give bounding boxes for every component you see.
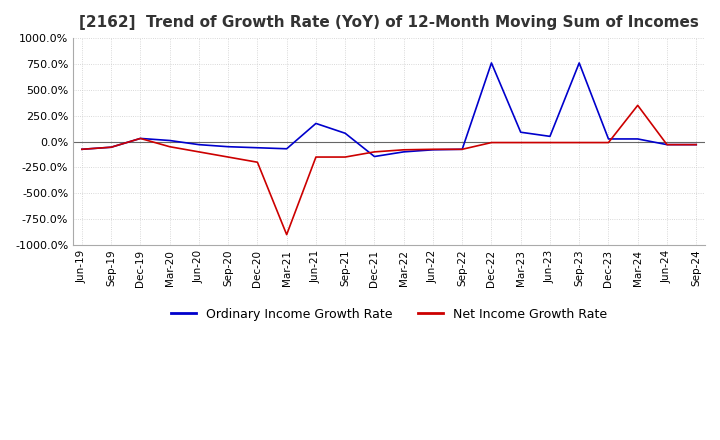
Net Income Growth Rate xyxy=(487,140,496,145)
Ordinary Income Growth Rate xyxy=(78,147,86,152)
Ordinary Income Growth Rate xyxy=(458,147,467,152)
Net Income Growth Rate xyxy=(194,149,203,154)
Ordinary Income Growth Rate xyxy=(136,136,145,141)
Line: Net Income Growth Rate: Net Income Growth Rate xyxy=(82,105,696,235)
Net Income Growth Rate xyxy=(282,232,291,237)
Ordinary Income Growth Rate xyxy=(253,145,262,150)
Ordinary Income Growth Rate xyxy=(662,142,671,147)
Net Income Growth Rate xyxy=(400,147,408,152)
Ordinary Income Growth Rate xyxy=(692,142,701,147)
Ordinary Income Growth Rate xyxy=(428,147,437,152)
Net Income Growth Rate xyxy=(253,160,262,165)
Ordinary Income Growth Rate xyxy=(370,154,379,159)
Net Income Growth Rate xyxy=(428,147,437,152)
Net Income Growth Rate xyxy=(662,142,671,147)
Net Income Growth Rate xyxy=(604,140,613,145)
Ordinary Income Growth Rate xyxy=(107,145,115,150)
Ordinary Income Growth Rate xyxy=(194,142,203,147)
Ordinary Income Growth Rate xyxy=(224,144,233,149)
Net Income Growth Rate xyxy=(224,154,233,160)
Ordinary Income Growth Rate xyxy=(634,136,642,142)
Net Income Growth Rate xyxy=(136,136,145,141)
Title: [2162]  Trend of Growth Rate (YoY) of 12-Month Moving Sum of Incomes: [2162] Trend of Growth Rate (YoY) of 12-… xyxy=(79,15,699,30)
Net Income Growth Rate xyxy=(78,147,86,152)
Net Income Growth Rate xyxy=(341,154,349,160)
Line: Ordinary Income Growth Rate: Ordinary Income Growth Rate xyxy=(82,63,696,157)
Ordinary Income Growth Rate xyxy=(400,149,408,154)
Net Income Growth Rate xyxy=(634,103,642,108)
Net Income Growth Rate xyxy=(575,140,583,145)
Net Income Growth Rate xyxy=(692,142,701,147)
Ordinary Income Growth Rate xyxy=(546,134,554,139)
Net Income Growth Rate xyxy=(107,145,115,150)
Net Income Growth Rate xyxy=(546,140,554,145)
Ordinary Income Growth Rate xyxy=(487,60,496,66)
Ordinary Income Growth Rate xyxy=(312,121,320,126)
Net Income Growth Rate xyxy=(458,147,467,152)
Net Income Growth Rate xyxy=(516,140,525,145)
Ordinary Income Growth Rate xyxy=(282,146,291,151)
Ordinary Income Growth Rate xyxy=(516,130,525,135)
Net Income Growth Rate xyxy=(166,144,174,149)
Net Income Growth Rate xyxy=(370,149,379,154)
Legend: Ordinary Income Growth Rate, Net Income Growth Rate: Ordinary Income Growth Rate, Net Income … xyxy=(166,303,612,326)
Ordinary Income Growth Rate xyxy=(575,60,583,66)
Ordinary Income Growth Rate xyxy=(604,136,613,142)
Ordinary Income Growth Rate xyxy=(341,131,349,136)
Ordinary Income Growth Rate xyxy=(166,138,174,143)
Net Income Growth Rate xyxy=(312,154,320,160)
